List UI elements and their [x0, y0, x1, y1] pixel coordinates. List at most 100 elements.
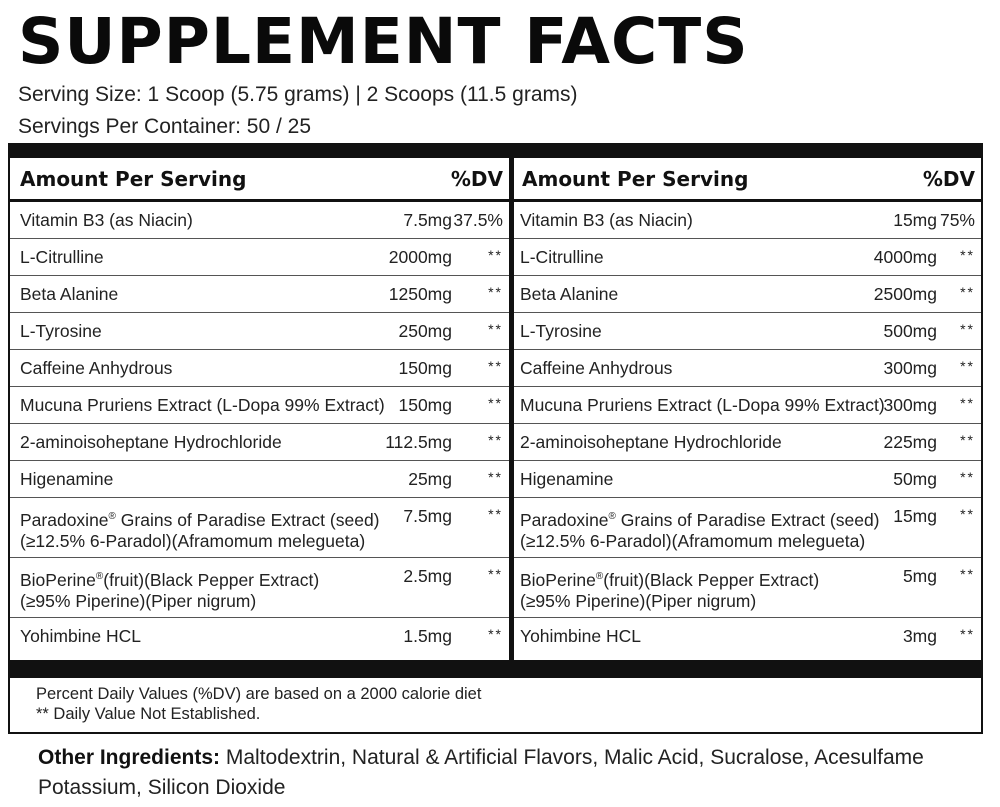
ingredient-name: Vitamin B3 (as Niacin): [20, 210, 193, 230]
other-ingredients-text: Maltodextrin, Natural & Artificial Flavo…: [38, 746, 924, 799]
page-title: SUPPLEMENT FACTS: [18, 5, 749, 78]
ingredient-dv: **: [960, 247, 975, 263]
amount-header: Amount Per Serving: [522, 167, 749, 191]
ingredient-name: Caffeine Anhydrous: [520, 358, 673, 378]
ingredient-dv: **: [488, 247, 503, 263]
ingredient-name: Beta Alanine: [20, 284, 119, 304]
ingredient-amount: 112.5mg: [385, 432, 452, 452]
ingredient-name: Paradoxine® Grains of Paradise Extract (…: [520, 509, 880, 551]
ingredient-row: Mucuna Pruriens Extract (L-Dopa 99% Extr…: [514, 387, 981, 424]
ingredient-name: Mucuna Pruriens Extract (L-Dopa 99% Extr…: [20, 395, 385, 415]
ingredient-row: L-Citrulline 2000mg **: [10, 239, 509, 276]
ingredient-row: L-Tyrosine 500mg **: [514, 313, 981, 350]
ingredient-row: Mucuna Pruriens Extract (L-Dopa 99% Extr…: [10, 387, 509, 424]
ingredient-row: Paradoxine® Grains of Paradise Extract (…: [10, 498, 509, 558]
column-header: Amount Per Serving %DV: [514, 158, 981, 202]
ingredient-dv: **: [960, 626, 975, 642]
ingredient-dv: **: [488, 395, 503, 411]
ingredient-dv: **: [488, 321, 503, 337]
ingredient-rows: Vitamin B3 (as Niacin) 15mg 75% L-Citrullin…: [514, 202, 981, 655]
ingredient-amount: 300mg: [883, 395, 937, 415]
ingredient-row: 2-aminoisoheptane Hydrochloride 112.5mg **: [10, 424, 509, 461]
ingredient-amount: 2500mg: [873, 284, 937, 304]
ingredient-dv: **: [488, 506, 503, 522]
ingredient-name: Yohimbine HCL: [520, 626, 641, 646]
ingredient-amount: 250mg: [398, 321, 452, 341]
ingredient-name: L-Tyrosine: [20, 321, 102, 341]
ingredient-row: Higenamine 25mg **: [10, 461, 509, 498]
ingredient-dv: **: [960, 566, 975, 582]
ingredient-name: Higenamine: [20, 469, 114, 489]
ingredient-amount: 1250mg: [388, 284, 452, 304]
ingredient-name: Yohimbine HCL: [20, 626, 141, 646]
ingredient-name: BioPerine®(fruit)(Black Pepper Extract)(…: [520, 569, 820, 611]
ingredient-name: BioPerine®(fruit)(Black Pepper Extract)(…: [20, 569, 320, 611]
ingredient-rows: Vitamin B3 (as Niacin) 7.5mg 37.5% L-Citrul…: [10, 202, 509, 655]
ingredient-amount: 15mg: [893, 210, 937, 230]
ingredient-row: Higenamine 50mg **: [514, 461, 981, 498]
one-scoop-column: Amount Per Serving %DV Vitamin B3 (as Ni…: [10, 158, 509, 660]
ingredient-amount: 2.5mg: [403, 566, 452, 586]
ingredient-dv: 75%: [939, 210, 975, 230]
ingredient-amount: 150mg: [398, 395, 452, 415]
column-divider: [509, 158, 514, 660]
ingredient-dv: **: [488, 432, 503, 448]
ingredient-dv: **: [488, 469, 503, 485]
ingredient-amount: 500mg: [883, 321, 937, 341]
ingredient-row: 2-aminoisoheptane Hydrochloride 225mg **: [514, 424, 981, 461]
ingredient-amount: 4000mg: [873, 247, 937, 267]
ingredient-dv: **: [960, 506, 975, 522]
ingredient-row: Vitamin B3 (as Niacin) 7.5mg 37.5%: [10, 202, 509, 239]
ingredient-name: 2-aminoisoheptane Hydrochloride: [520, 432, 782, 452]
ingredient-row: Yohimbine HCL 1.5mg **: [10, 618, 509, 655]
dv-header: %DV: [450, 167, 503, 191]
ingredient-amount: 1.5mg: [403, 626, 452, 646]
servings-per-container: Servings Per Container: 50 / 25: [18, 115, 311, 138]
ingredient-name: Paradoxine® Grains of Paradise Extract (…: [20, 509, 380, 551]
two-scoop-column: Amount Per Serving %DV Vitamin B3 (as Ni…: [514, 158, 981, 660]
dv-note: Percent Daily Values (%DV) are based on …: [36, 685, 482, 703]
ingredient-row: L-Citrulline 4000mg **: [514, 239, 981, 276]
column-header: Amount Per Serving %DV: [10, 158, 509, 202]
dv-not-established-note: ** Daily Value Not Established.: [36, 705, 261, 723]
ingredient-row: Paradoxine® Grains of Paradise Extract (…: [514, 498, 981, 558]
ingredient-amount: 50mg: [893, 469, 937, 489]
ingredient-row: BioPerine®(fruit)(Black Pepper Extract)(…: [514, 558, 981, 618]
ingredient-amount: 15mg: [893, 506, 937, 526]
bottom-rule: [8, 660, 983, 678]
ingredient-row: Caffeine Anhydrous 300mg **: [514, 350, 981, 387]
ingredient-dv: **: [488, 284, 503, 300]
ingredient-dv: **: [960, 469, 975, 485]
ingredient-amount: 3mg: [902, 626, 937, 646]
ingredient-dv: **: [488, 566, 503, 582]
ingredient-dv: 37.5%: [453, 210, 503, 230]
ingredient-amount: 25mg: [408, 469, 452, 489]
other-ingredients-label: Other Ingredients:: [38, 746, 221, 769]
ingredient-row: Yohimbine HCL 3mg **: [514, 618, 981, 655]
dv-header: %DV: [922, 167, 975, 191]
serving-size: Serving Size: 1 Scoop (5.75 grams) | 2 S…: [18, 83, 578, 106]
ingredient-amount: 7.5mg: [403, 210, 452, 230]
ingredient-name: Caffeine Anhydrous: [20, 358, 173, 378]
ingredient-name: Mucuna Pruriens Extract (L-Dopa 99% Extr…: [520, 395, 885, 415]
ingredient-row: Beta Alanine 1250mg **: [10, 276, 509, 313]
ingredient-name: Higenamine: [520, 469, 614, 489]
ingredient-amount: 150mg: [398, 358, 452, 378]
ingredient-dv: **: [960, 284, 975, 300]
ingredient-dv: **: [960, 395, 975, 411]
ingredient-name: 2-aminoisoheptane Hydrochloride: [20, 432, 282, 452]
ingredient-dv: **: [960, 321, 975, 337]
amount-header: Amount Per Serving: [20, 167, 247, 191]
ingredient-name: L-Tyrosine: [520, 321, 602, 341]
ingredient-name: Vitamin B3 (as Niacin): [520, 210, 693, 230]
other-ingredients: Other Ingredients: Maltodextrin, Natural…: [38, 743, 978, 803]
ingredient-name: Beta Alanine: [520, 284, 619, 304]
ingredient-dv: **: [960, 358, 975, 374]
ingredient-row: Caffeine Anhydrous 150mg **: [10, 350, 509, 387]
ingredient-amount: 7.5mg: [403, 506, 452, 526]
ingredient-amount: 5mg: [902, 566, 937, 586]
ingredient-row: Vitamin B3 (as Niacin) 15mg 75%: [514, 202, 981, 239]
ingredient-row: Beta Alanine 2500mg **: [514, 276, 981, 313]
ingredient-name: L-Citrulline: [20, 247, 104, 267]
footnotes: Percent Daily Values (%DV) are based on …: [36, 684, 481, 724]
